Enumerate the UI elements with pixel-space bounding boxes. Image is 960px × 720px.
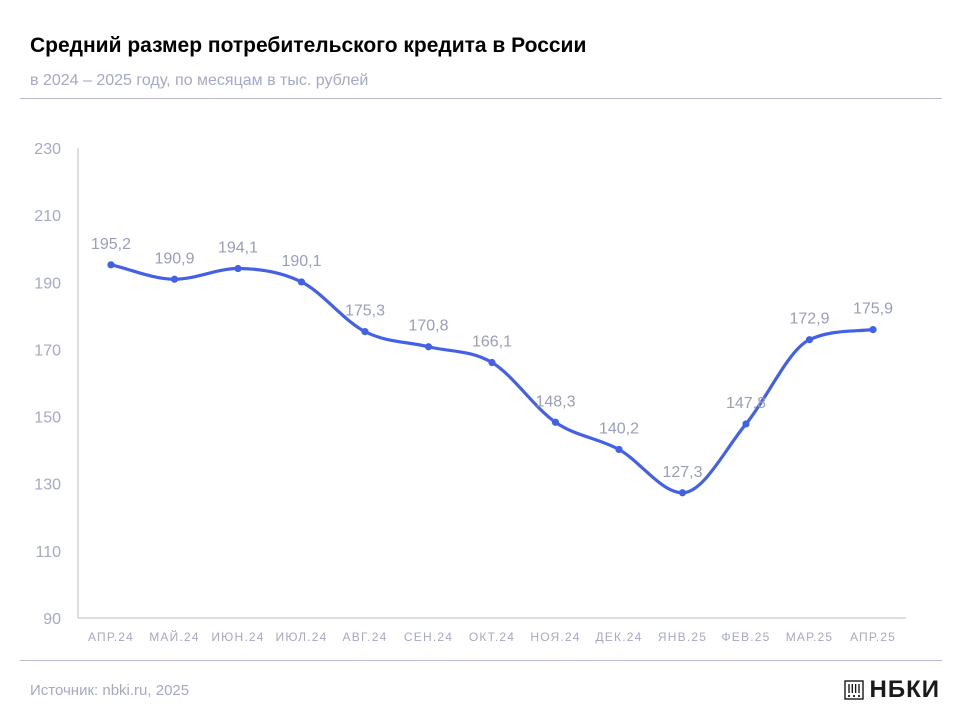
- x-tick-label: МАР.25: [786, 630, 834, 644]
- bank-building-icon: [843, 680, 864, 700]
- source-note: Источник: nbki.ru, 2025: [30, 682, 190, 699]
- data-label: 195,2: [91, 236, 131, 253]
- data-point: [234, 264, 242, 273]
- data-label: 170,8: [408, 318, 448, 335]
- y-tick-label: 90: [43, 611, 61, 628]
- y-tick-label: 190: [34, 275, 61, 292]
- logo-text: НБКИ: [869, 676, 940, 703]
- chart-title: Средний размер потребительского кредита …: [30, 34, 587, 57]
- data-label: 140,2: [599, 420, 639, 437]
- data-label: 175,3: [345, 303, 385, 320]
- footer-divider: [20, 660, 942, 661]
- header-divider: [20, 98, 942, 99]
- series-line: [109, 263, 875, 495]
- data-point: [297, 278, 306, 286]
- y-tick-label: 170: [34, 342, 61, 359]
- data-label: 190,1: [281, 253, 321, 270]
- chart-subtitle: в 2024 – 2025 году, по месяцам в тыс. ру…: [30, 72, 369, 89]
- data-point: [170, 275, 179, 283]
- data-label: 194,1: [218, 240, 258, 257]
- data-point: [551, 418, 560, 426]
- x-tick-label: АПР.25: [850, 630, 896, 644]
- y-tick-label: 130: [34, 477, 61, 494]
- data-label: 175,9: [853, 301, 893, 318]
- data-point: [869, 326, 877, 334]
- data-label: 147,8: [726, 395, 766, 412]
- x-tick-label: СЕН.24: [404, 630, 453, 644]
- x-tick-label: ДЕК.24: [595, 630, 642, 644]
- data-label: 172,9: [789, 311, 829, 328]
- data-label: 127,3: [662, 464, 702, 481]
- x-tick-label: АВГ.24: [343, 630, 388, 644]
- y-tick-label: 150: [34, 410, 61, 427]
- data-point: [424, 343, 433, 351]
- y-tick-label: 230: [34, 141, 61, 158]
- data-point: [488, 358, 496, 367]
- data-point: [107, 261, 115, 269]
- data-label: 148,3: [535, 393, 575, 410]
- data-point: [805, 336, 814, 344]
- x-tick-label: МАЙ.24: [149, 629, 200, 644]
- data-point: [742, 420, 750, 428]
- x-tick-label: ФЕВ.25: [721, 630, 770, 644]
- y-tick-label: 210: [34, 208, 61, 225]
- data-point: [361, 328, 369, 336]
- x-tick-label: ЯНВ.25: [658, 630, 707, 644]
- x-tick-label: НОЯ.24: [530, 630, 580, 644]
- nbki-logo: НБКИ: [843, 676, 940, 704]
- data-label: 190,9: [154, 250, 194, 267]
- x-tick-label: ИЮЛ.24: [276, 630, 328, 644]
- x-tick-label: ИЮН.24: [211, 630, 264, 644]
- data-point: [615, 445, 623, 454]
- x-tick-label: АПР.24: [88, 630, 134, 644]
- x-tick-label: ОКТ.24: [469, 630, 515, 644]
- data-point: [678, 489, 687, 497]
- y-tick-label: 110: [35, 544, 61, 561]
- data-label: 166,1: [472, 334, 512, 351]
